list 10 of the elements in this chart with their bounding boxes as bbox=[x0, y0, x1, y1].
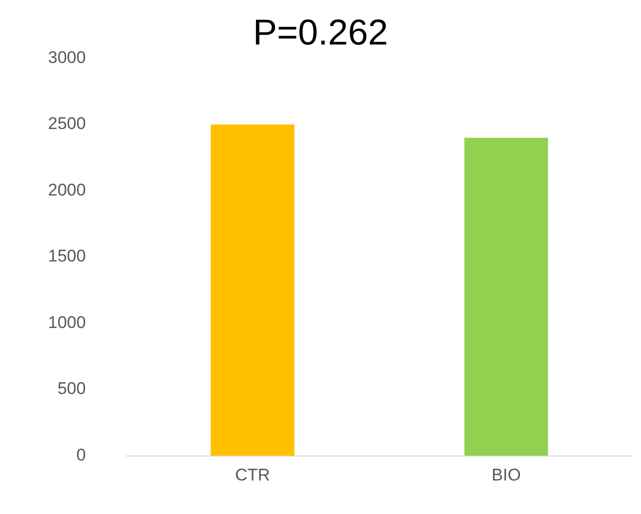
y-tick-label: 3000 bbox=[48, 48, 86, 67]
y-tick-label: 1500 bbox=[48, 246, 86, 266]
y-tick-label: 1000 bbox=[48, 312, 86, 332]
y-tick-label: 2000 bbox=[48, 180, 86, 200]
x-tick-label: BIO bbox=[492, 466, 521, 485]
chart-title: P=0.262 bbox=[252, 12, 388, 53]
y-tick-label: 2500 bbox=[48, 114, 86, 134]
y-tick-label: 0 bbox=[76, 445, 86, 464]
x-tick-label: CTR bbox=[235, 466, 270, 485]
y-tick-label: 500 bbox=[57, 379, 86, 398]
